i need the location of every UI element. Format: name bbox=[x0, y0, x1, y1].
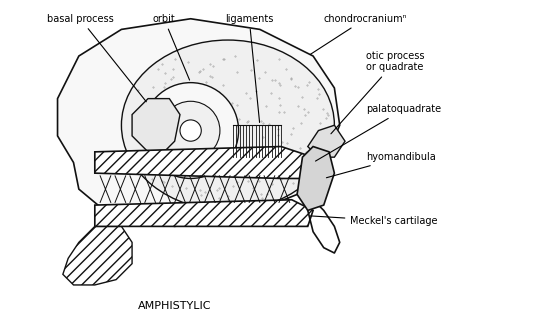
Text: hyomandibula: hyomandibula bbox=[326, 152, 436, 178]
Text: AMPHISTYLIC: AMPHISTYLIC bbox=[138, 301, 212, 311]
Circle shape bbox=[180, 120, 201, 141]
Polygon shape bbox=[308, 125, 345, 157]
Text: Meckel's cartilage: Meckel's cartilage bbox=[311, 216, 438, 226]
Circle shape bbox=[143, 83, 239, 178]
Text: ligaments: ligaments bbox=[225, 14, 273, 123]
Polygon shape bbox=[95, 147, 313, 178]
Polygon shape bbox=[57, 19, 340, 227]
Text: orbit: orbit bbox=[153, 14, 189, 80]
Ellipse shape bbox=[121, 40, 334, 210]
Polygon shape bbox=[63, 227, 132, 285]
Circle shape bbox=[161, 101, 220, 160]
Polygon shape bbox=[95, 200, 313, 227]
Text: otic process
or quadrate: otic process or quadrate bbox=[331, 51, 425, 134]
Text: chondrocraniumⁿ: chondrocraniumⁿ bbox=[310, 14, 407, 55]
Polygon shape bbox=[132, 98, 180, 157]
Polygon shape bbox=[297, 147, 334, 210]
Text: basal process: basal process bbox=[47, 14, 146, 102]
Text: palatoquadrate: palatoquadrate bbox=[315, 104, 441, 161]
